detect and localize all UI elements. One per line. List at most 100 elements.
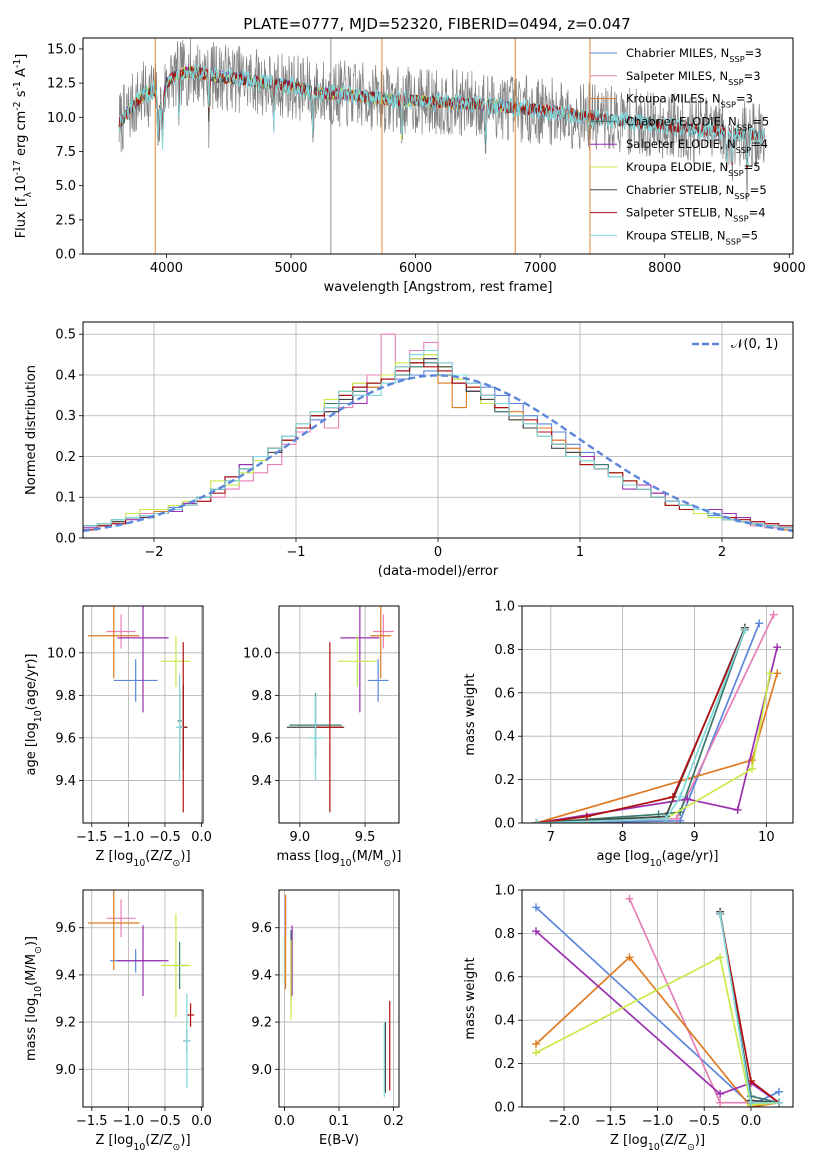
axes-border — [82, 37, 794, 255]
axes-border — [521, 605, 794, 824]
plus-marker — [769, 610, 778, 619]
chart-age_vs_Z: −1.5 −1.0 −0.5 0.0 9.4 9.6 9.8 10.0 Z [log10(Z/Z… — [24, 605, 212, 869]
plus-marker — [716, 953, 725, 962]
y-tick-label: 0.1 — [55, 491, 76, 506]
y-tick-label: 9.0 — [55, 1063, 76, 1078]
chart-weight_vs_age: 7 8 9 10 0.0 0.2 0.4 0.6 0.8 1.0 age [log10(age/yr… — [463, 600, 794, 869]
plus-marker — [755, 619, 764, 628]
y-axis-label: Normed distribution — [24, 365, 39, 495]
y-tick-label: 0.2 — [494, 773, 515, 788]
errorbar-salpeter-stelib — [316, 642, 343, 813]
series-chabrier-stelib — [532, 623, 749, 823]
spectrum-kroupa-stelib — [118, 63, 765, 167]
chart-age_vs_mass: 9.0 9.5 9.4 9.6 9.8 10.0 mass [log10(M/M⊙)] — [243, 605, 401, 869]
plus-marker — [668, 792, 677, 801]
plot-area — [284, 894, 391, 1098]
errorbar-chabrier-miles — [367, 659, 389, 702]
spectrum-salpeter-stelib — [118, 66, 765, 170]
y-tick-label: 0.3 — [55, 409, 76, 424]
y-tick-label: 9.6 — [55, 731, 76, 746]
x-tick-label: −1.0 — [642, 1114, 674, 1129]
y-axis-label: mass weight — [463, 673, 478, 755]
legend-label: Kroupa MILES, NSSP=3 — [626, 92, 753, 110]
plus-marker — [532, 903, 541, 912]
plus-marker — [746, 1076, 755, 1085]
chart-spectrum: 4000 5000 6000 7000 8000 9000 0.0 2.5 5.0 7.5 10.0… — [12, 37, 806, 295]
y-tick-label: 0.0 — [494, 817, 515, 832]
y-axis-label: age [log10(age/yr)] — [24, 654, 44, 776]
errorbar-kroupa-elodie — [161, 913, 191, 1018]
x-tick-label: 0.0 — [191, 1114, 212, 1129]
legend-label: Chabrier ELODIE, NSSP=5 — [626, 114, 769, 132]
plus-marker — [683, 795, 692, 804]
x-axis-label: E(B-V) — [319, 1133, 359, 1148]
errorbar-salpeter-miles — [106, 614, 136, 649]
x-axis-label: Z [log10(Z/Z⊙)] — [95, 1133, 190, 1153]
series-line — [536, 627, 746, 823]
plus-marker — [532, 1040, 541, 1049]
plus-marker — [773, 669, 782, 678]
y-tick-label: 9.2 — [251, 1016, 272, 1031]
legend-label: Salpeter MILES, NSSP=3 — [626, 69, 761, 87]
y-axis-label: mass [log10(M/M⊙)] — [24, 936, 44, 1061]
axes-frame: −1.5 −1.0 −0.5 0.0 9.0 9.2 9.4 9.6 Z [log10(Z/Z⊙… — [24, 889, 212, 1153]
plus-marker — [774, 1098, 783, 1107]
y-tick-label: 0.8 — [494, 927, 515, 942]
y-tick-label: 0.6 — [494, 970, 515, 985]
plus-marker — [733, 805, 742, 814]
plus-marker — [661, 814, 670, 823]
histogram-salpeter-stelib — [83, 362, 793, 531]
x-axis-label: (data-model)/error — [378, 564, 499, 579]
y-tick-label: 0.6 — [494, 686, 515, 701]
axes-frame: −1.5 −1.0 −0.5 0.0 9.4 9.6 9.8 10.0 Z [log10(Z/Z… — [24, 605, 212, 869]
x-tick-label: 8 — [618, 830, 626, 845]
y-tick-label: 0.0 — [494, 1101, 515, 1116]
plus-marker — [582, 812, 591, 821]
x-tick-label: −1.0 — [113, 830, 145, 845]
plot-area — [532, 610, 782, 823]
errorbar-salpeter-elodie — [117, 606, 169, 713]
x-tick-label: 0.1 — [329, 1114, 350, 1129]
plus-marker — [625, 894, 634, 903]
x-axis-label: Z [log10(Z/Z⊙)] — [95, 849, 190, 869]
axes-frame: 4000 5000 6000 7000 8000 9000 0.0 2.5 5.0 7.5 10.0… — [12, 37, 806, 295]
y-tick-label: 0.4 — [494, 730, 515, 745]
x-tick-label: 4000 — [150, 261, 183, 276]
legend-label: Kroupa STELIB, NSSP=5 — [626, 228, 758, 246]
x-tick-label: −2.0 — [548, 1114, 580, 1129]
errorbar-salpeter-miles — [106, 899, 136, 938]
plus-marker — [532, 819, 541, 823]
errorbar-chabrier-miles — [113, 659, 158, 702]
x-tick-label: 7000 — [524, 261, 557, 276]
plot-layer: 4000 5000 6000 7000 8000 90000.02.55.07.510.0… — [12, 37, 806, 1153]
y-tick-label: 9.4 — [55, 774, 76, 789]
series-chabrier-miles — [532, 619, 764, 823]
plot-area — [83, 333, 793, 533]
errorbar-kroupa-stelib — [309, 695, 323, 781]
gaussian-curve — [83, 374, 793, 533]
x-tick-label: −0.5 — [149, 830, 181, 845]
legend-label: Chabrier MILES, NSSP=3 — [626, 46, 762, 64]
plot-area — [286, 606, 394, 813]
x-tick-label: −1.5 — [76, 830, 108, 845]
series-line — [535, 956, 780, 1106]
x-tick-label: 9 — [690, 830, 698, 845]
y-axis-label: Flux [fλ10-17 erg cm-2 s-1 A-1] — [12, 54, 34, 239]
y-tick-label: 1.0 — [494, 884, 515, 899]
series-salpeter-elodie — [532, 643, 782, 823]
plus-marker — [765, 669, 774, 678]
spectrum-data — [118, 38, 765, 202]
y-tick-label: 10.0 — [47, 646, 76, 661]
legend-label: Salpeter STELIB, NSSP=4 — [626, 206, 766, 224]
x-axis-label: age [log10(age/yr)] — [597, 849, 719, 869]
y-tick-label: 2.5 — [55, 213, 76, 228]
series-line — [536, 646, 779, 823]
y-tick-label: 9.6 — [251, 921, 272, 936]
y-tick-label: 1.0 — [494, 600, 515, 615]
errorbar-salpeter-stelib — [186, 1003, 195, 1027]
errorbar-kroupa-elodie — [161, 635, 191, 687]
y-axis-label: mass weight — [463, 957, 478, 1039]
y-tick-label: 5.0 — [55, 179, 76, 194]
series-line — [536, 629, 746, 823]
